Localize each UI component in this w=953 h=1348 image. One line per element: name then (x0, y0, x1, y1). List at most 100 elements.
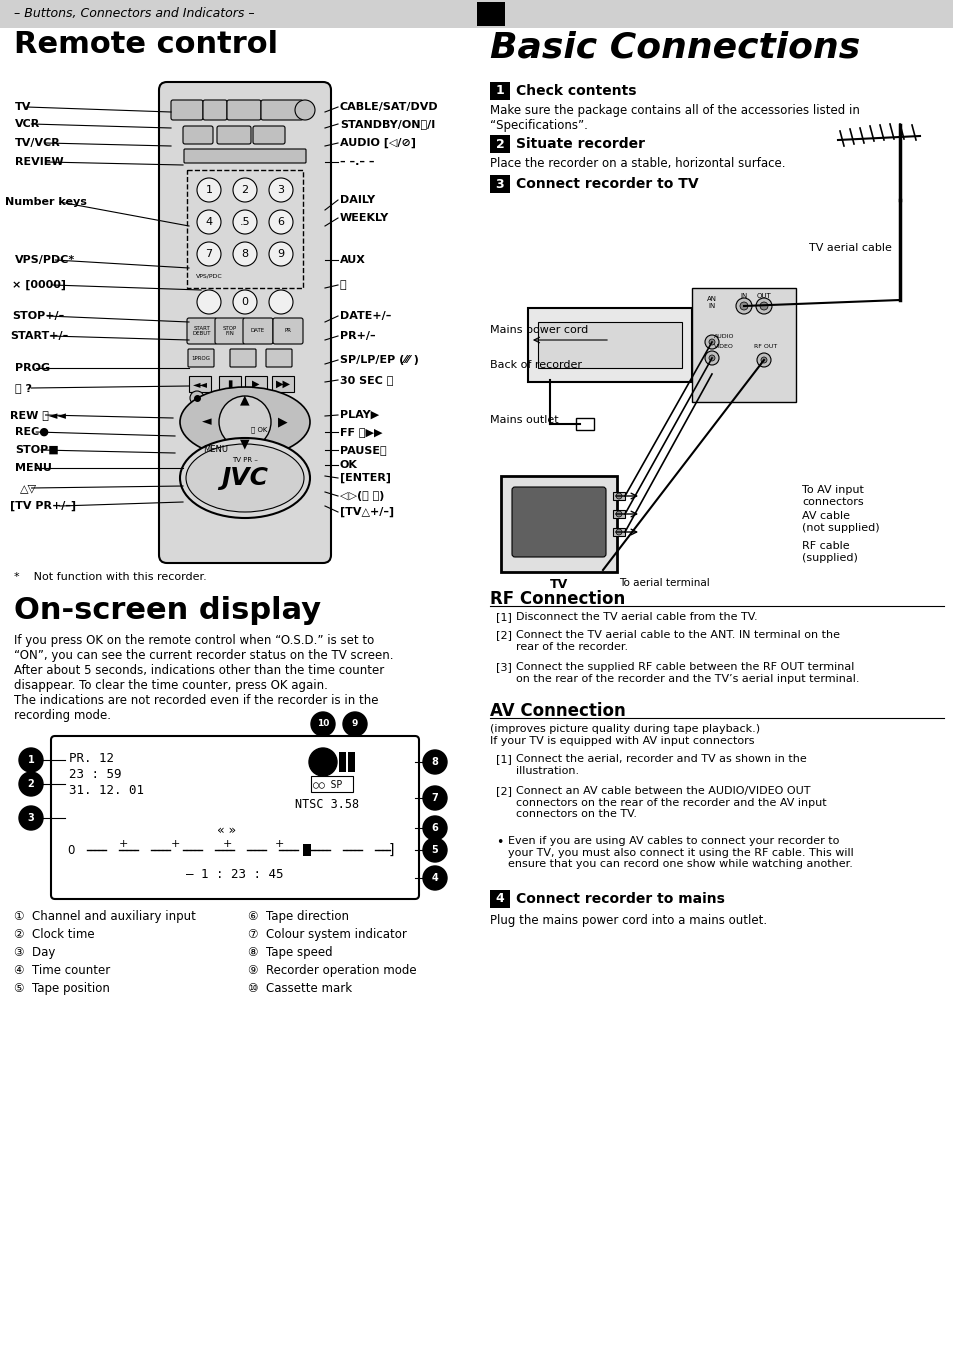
Text: [2]: [2] (496, 786, 512, 797)
Text: 1: 1 (28, 755, 34, 766)
Text: The indications are not recorded even if the recorder is in the: The indications are not recorded even if… (14, 694, 378, 706)
Text: OUT: OUT (756, 293, 771, 299)
Text: REVIEW: REVIEW (15, 156, 64, 167)
Text: 2: 2 (241, 185, 249, 195)
FancyBboxPatch shape (512, 487, 605, 557)
Text: VIDEO: VIDEO (713, 344, 733, 349)
Circle shape (757, 353, 770, 367)
Text: 4: 4 (496, 892, 504, 906)
FancyBboxPatch shape (266, 349, 292, 367)
Text: VCR: VCR (15, 119, 40, 129)
Text: VPS/PDC: VPS/PDC (195, 274, 222, 279)
Bar (189, 376, 211, 392)
Text: ◁▷(⏮ ⏭): ◁▷(⏮ ⏭) (339, 491, 384, 501)
Bar (537, 322, 681, 368)
Bar (576, 418, 594, 430)
Text: To aerial terminal: To aerial terminal (618, 578, 709, 588)
Text: TV: TV (15, 102, 31, 112)
Text: 9: 9 (352, 720, 357, 728)
Text: disappear. To clear the time counter, press OK again.: disappear. To clear the time counter, pr… (14, 679, 328, 692)
Text: AUX: AUX (339, 255, 366, 266)
Text: PLAY▶: PLAY▶ (339, 410, 378, 421)
Text: AV Connection: AV Connection (490, 702, 625, 720)
Circle shape (422, 816, 447, 840)
Bar (613, 528, 624, 537)
Text: AV cable
(not supplied): AV cable (not supplied) (801, 511, 879, 532)
Text: After about 5 seconds, indications other than the time counter: After about 5 seconds, indications other… (14, 665, 384, 677)
Bar (476, 1, 504, 26)
FancyBboxPatch shape (261, 100, 303, 120)
FancyBboxPatch shape (51, 736, 418, 899)
Text: ④  Time counter: ④ Time counter (14, 964, 111, 977)
Text: REW ⏪◄◄: REW ⏪◄◄ (10, 410, 66, 421)
Text: 2: 2 (496, 137, 504, 151)
Text: FF ⏩▶▶: FF ⏩▶▶ (339, 427, 382, 437)
Circle shape (19, 806, 43, 830)
Text: [ENTER]: [ENTER] (339, 473, 391, 483)
Text: ⑦  Colour system indicator: ⑦ Colour system indicator (248, 927, 406, 941)
Text: [2]: [2] (496, 630, 512, 640)
Circle shape (422, 749, 447, 774)
Text: Check contents: Check contents (516, 84, 636, 98)
Text: AN: AN (706, 297, 717, 302)
Text: SP/LP/EP (⁄⁄⁄ ): SP/LP/EP (⁄⁄⁄ ) (339, 355, 418, 365)
Bar (490, 135, 510, 154)
Circle shape (190, 391, 204, 404)
Text: TV/VCR: TV/VCR (15, 137, 61, 148)
Text: AUDIO [◁/⊘]: AUDIO [◁/⊘] (339, 137, 416, 148)
FancyBboxPatch shape (230, 349, 255, 367)
Text: STOP
FIN: STOP FIN (223, 326, 237, 337)
Text: ▼: ▼ (240, 438, 250, 450)
Circle shape (196, 178, 221, 202)
Text: Basic Connections: Basic Connections (490, 30, 860, 63)
Text: 0: 0 (67, 844, 74, 856)
Text: recording mode.: recording mode. (14, 709, 111, 723)
Bar (613, 510, 624, 518)
Circle shape (708, 338, 714, 345)
Text: +: + (274, 838, 283, 849)
Text: 8: 8 (431, 758, 438, 767)
Text: 1: 1 (496, 85, 504, 97)
Text: ◄◄: ◄◄ (193, 379, 208, 390)
Circle shape (233, 210, 256, 235)
Text: RF OUT: RF OUT (754, 344, 777, 349)
FancyBboxPatch shape (243, 318, 273, 344)
Text: *    Not function with this recorder.: * Not function with this recorder. (14, 572, 207, 582)
Text: If you press OK on the remote control when “O.S.D.” is set to: If you press OK on the remote control wh… (14, 634, 374, 647)
Text: “ON”, you can see the current recorder status on the TV screen.: “ON”, you can see the current recorder s… (14, 648, 393, 662)
Bar (490, 175, 510, 193)
Text: – 1 : 23 : 45: – 1 : 23 : 45 (186, 868, 283, 882)
FancyBboxPatch shape (691, 288, 795, 402)
Text: MENU: MENU (15, 462, 51, 473)
Circle shape (269, 243, 293, 266)
Circle shape (616, 493, 621, 499)
Circle shape (422, 865, 447, 890)
Circle shape (269, 210, 293, 235)
Text: Situate recorder: Situate recorder (516, 137, 644, 151)
FancyBboxPatch shape (171, 100, 203, 120)
Text: 5: 5 (431, 845, 438, 855)
Bar (613, 492, 624, 500)
Bar (272, 376, 294, 392)
Text: – Buttons, Connectors and Indicators –: – Buttons, Connectors and Indicators – (14, 8, 254, 20)
Text: Remote control: Remote control (14, 30, 278, 59)
Text: [1]: [1] (496, 754, 512, 764)
Text: 6: 6 (277, 217, 284, 226)
Text: PROG: PROG (15, 363, 51, 373)
FancyBboxPatch shape (214, 318, 245, 344)
Circle shape (269, 178, 293, 202)
Text: ⑨  Recorder operation mode: ⑨ Recorder operation mode (248, 964, 416, 977)
Text: JVC: JVC (221, 466, 268, 491)
Bar (311, 776, 353, 793)
Text: DATE: DATE (251, 329, 265, 333)
Text: Even if you are using AV cables to connect your recorder to
your TV, you must al: Even if you are using AV cables to conne… (507, 836, 853, 869)
FancyBboxPatch shape (188, 349, 213, 367)
Text: Connect the TV aerial cable to the ANT. IN terminal on the
rear of the recorder.: Connect the TV aerial cable to the ANT. … (516, 630, 840, 651)
Text: [TV PR+/–]: [TV PR+/–] (10, 501, 76, 511)
Text: ▮: ▮ (227, 379, 233, 390)
Text: 30 SEC ⏪: 30 SEC ⏪ (339, 375, 393, 386)
Text: × [0000]: × [0000] (12, 280, 66, 290)
Text: – –.– –: – –.– – (339, 156, 375, 167)
Text: [1]: [1] (496, 612, 512, 621)
FancyBboxPatch shape (273, 318, 303, 344)
